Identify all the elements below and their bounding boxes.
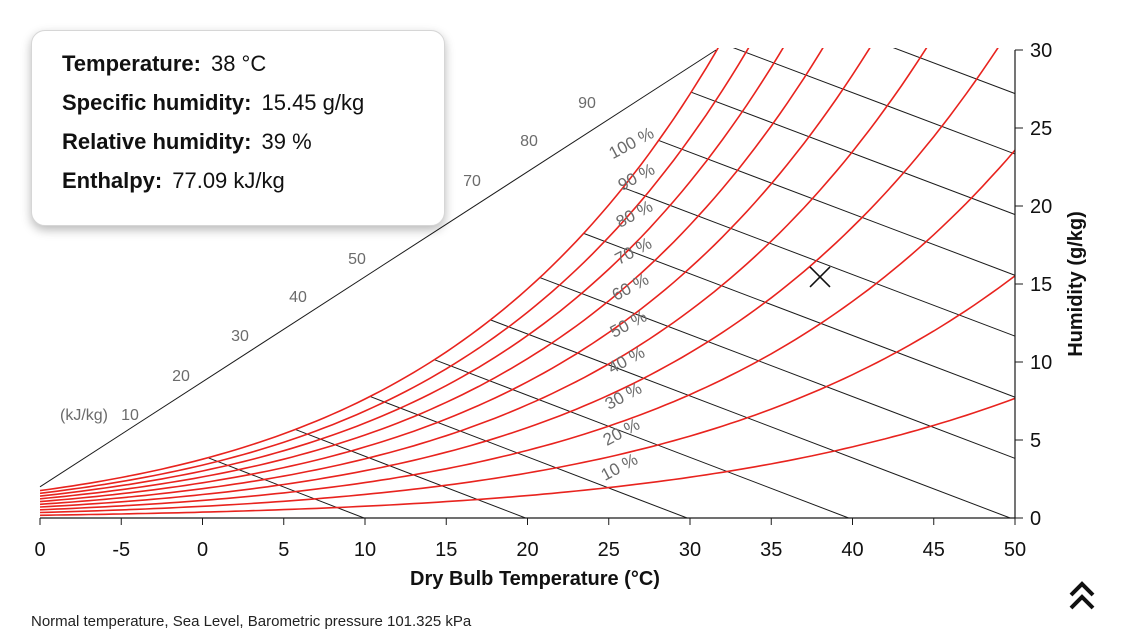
rh-curve-10 bbox=[40, 397, 1015, 517]
rh-curve-40 bbox=[40, 48, 999, 508]
x-tick-label: -5 bbox=[112, 539, 130, 561]
rh-label-40: 40 % bbox=[605, 343, 648, 378]
rh-curve-80 bbox=[40, 48, 784, 497]
x-tick-label: 40 bbox=[841, 539, 863, 561]
rh-label-20: 20 % bbox=[600, 415, 643, 450]
enthalpy-line-30 bbox=[369, 395, 688, 518]
x-tick-label: 5 bbox=[278, 539, 289, 561]
rh-curve-50 bbox=[40, 48, 928, 506]
temperature-row: Temperature: 38 °C bbox=[62, 51, 444, 90]
specific-humidity-value: 15.45 g/kg bbox=[261, 90, 365, 115]
x-tick-label: 25 bbox=[598, 539, 620, 561]
y-tick-label: 25 bbox=[1030, 118, 1052, 140]
enthalpy-line-90 bbox=[658, 139, 1015, 276]
state-readout-panel: Temperature: 38 °C Specific humidity: 15.4… bbox=[31, 30, 445, 226]
rh-curve-70 bbox=[40, 48, 824, 500]
relative-humidity-label: Relative humidity: bbox=[62, 129, 252, 154]
temperature-value: 38 °C bbox=[210, 51, 267, 76]
double-chevron-up-icon bbox=[1069, 581, 1095, 610]
x-tick-label: 50 bbox=[1004, 539, 1026, 561]
enthalpy-label-30: 30 bbox=[231, 328, 249, 345]
enthalpy-label-20: 20 bbox=[172, 368, 190, 385]
enthalpy-label-90: 90 bbox=[578, 95, 596, 112]
x-tick-label: 10 bbox=[354, 539, 376, 561]
y-axis-title: Humidity (g/kg) bbox=[1065, 211, 1087, 357]
y-tick-label: 0 bbox=[1030, 508, 1041, 530]
enthalpy-scale-line bbox=[39, 49, 717, 488]
x-tick-label: 30 bbox=[679, 539, 701, 561]
x-tick-label: 35 bbox=[760, 539, 782, 561]
enthalpy-line-110 bbox=[732, 48, 1015, 155]
enthalpy-label-50: 50 bbox=[348, 251, 366, 268]
enthalpy-line-20 bbox=[295, 428, 526, 518]
state-point-marker[interactable] bbox=[809, 266, 831, 288]
rh-curve-60 bbox=[40, 48, 871, 503]
rh-label-100: 100 % bbox=[606, 123, 657, 162]
enthalpy-line-50 bbox=[490, 319, 1011, 518]
enthalpy-label-40: 40 bbox=[289, 289, 307, 306]
enthalpy-line-100 bbox=[690, 91, 1015, 216]
marker-stroke-b[interactable] bbox=[809, 266, 831, 288]
x-axis-title: Dry Bulb Temperature (°C) bbox=[410, 568, 660, 590]
enthalpy-row: Enthalpy: 77.09 kJ/kg bbox=[62, 168, 444, 207]
enthalpy-unit-label: (kJ/kg) bbox=[60, 407, 108, 424]
rh-label-60: 60 % bbox=[609, 270, 652, 305]
y-tick-label: 10 bbox=[1030, 352, 1052, 374]
rh-label-70: 70 % bbox=[612, 234, 655, 269]
relative-humidity-row: Relative humidity: 39 % bbox=[62, 129, 444, 168]
x-tick-label: 0 bbox=[197, 539, 208, 561]
x-tick-label: 15 bbox=[435, 539, 457, 561]
rh-curve-20 bbox=[40, 275, 1015, 514]
enthalpy-line-120 bbox=[892, 48, 1015, 95]
chart-axes bbox=[39, 49, 1023, 525]
rh-curve-100 bbox=[40, 48, 719, 492]
relative-humidity-value: 39 % bbox=[261, 129, 312, 154]
x-tick-label: 20 bbox=[516, 539, 538, 561]
x-tick-label: 45 bbox=[923, 539, 945, 561]
rh-label-50: 50 % bbox=[607, 307, 650, 342]
enthalpy-label-80: 80 bbox=[520, 133, 538, 150]
conditions-note: Normal temperature, Sea Level, Barometri… bbox=[31, 613, 472, 630]
y-tick-label: 15 bbox=[1030, 274, 1052, 296]
specific-humidity-row: Specific humidity: 15.45 g/kg bbox=[62, 90, 444, 129]
y-tick-label: 5 bbox=[1030, 430, 1041, 452]
enthalpy-line-80 bbox=[622, 187, 1015, 337]
relative-humidity-curves bbox=[40, 48, 1015, 517]
enthalpy-line-40 bbox=[434, 359, 849, 518]
specific-humidity-label: Specific humidity: bbox=[62, 90, 252, 115]
y-tick-label: 30 bbox=[1030, 40, 1052, 62]
x-tick-label: 0 bbox=[34, 539, 45, 561]
enthalpy-line-60 bbox=[539, 277, 1015, 459]
rh-curve-90 bbox=[40, 48, 750, 495]
enthalpy-label-70: 70 bbox=[463, 173, 481, 190]
rh-curve-30 bbox=[40, 149, 1015, 511]
rh-label-30: 30 % bbox=[602, 379, 645, 414]
enthalpy-label: Enthalpy: bbox=[62, 168, 163, 193]
rh-label-80: 80 % bbox=[613, 197, 656, 232]
enthalpy-value: 77.09 kJ/kg bbox=[172, 168, 285, 193]
temperature-label: Temperature: bbox=[62, 51, 201, 76]
enthalpy-label-10: 10 bbox=[121, 407, 139, 424]
collapse-button[interactable] bbox=[1062, 576, 1102, 616]
y-tick-label: 20 bbox=[1030, 196, 1052, 218]
enthalpy-line-70 bbox=[583, 232, 1015, 398]
